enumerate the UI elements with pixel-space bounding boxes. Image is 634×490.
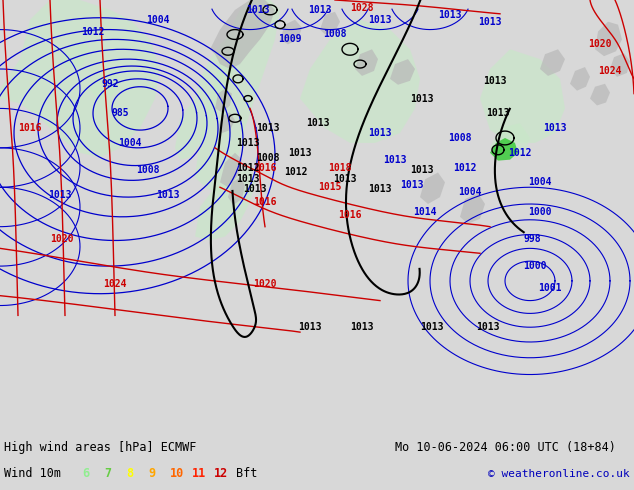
Text: 1028: 1028 (350, 3, 374, 13)
Text: 1016: 1016 (18, 123, 42, 133)
Text: 12: 12 (214, 467, 228, 480)
Text: 1020: 1020 (588, 39, 612, 49)
Text: 1013: 1013 (236, 174, 260, 184)
Text: 992: 992 (101, 79, 119, 89)
Text: 1013: 1013 (543, 123, 567, 133)
Text: 1013: 1013 (478, 17, 501, 26)
Text: 1013: 1013 (48, 190, 72, 200)
Polygon shape (595, 22, 622, 56)
Text: 1024: 1024 (598, 66, 622, 76)
Polygon shape (220, 153, 242, 187)
Text: 1013: 1013 (308, 5, 332, 15)
Text: 1013: 1013 (350, 322, 374, 332)
Polygon shape (228, 177, 245, 205)
Text: 1014: 1014 (413, 207, 437, 217)
Text: 1013: 1013 (383, 155, 407, 165)
Text: Bft: Bft (236, 467, 257, 480)
Text: 1013: 1013 (368, 128, 392, 138)
Text: 1012: 1012 (453, 163, 477, 172)
Text: 8: 8 (126, 467, 133, 480)
Text: 1000: 1000 (528, 207, 552, 217)
Text: 1013: 1013 (410, 165, 434, 174)
Text: 1009: 1009 (278, 34, 302, 45)
Text: 1008: 1008 (256, 153, 280, 163)
Polygon shape (355, 49, 378, 76)
Text: 10: 10 (170, 467, 184, 480)
Text: 1013: 1013 (483, 76, 507, 86)
Polygon shape (320, 12, 340, 34)
Text: 6: 6 (82, 467, 89, 480)
Polygon shape (90, 71, 120, 98)
Polygon shape (490, 138, 518, 161)
Text: 1020: 1020 (253, 279, 277, 289)
Polygon shape (460, 193, 485, 224)
Text: Mo 10-06-2024 06:00 UTC (18+84): Mo 10-06-2024 06:00 UTC (18+84) (395, 441, 616, 454)
Polygon shape (175, 34, 240, 160)
Text: 1013: 1013 (420, 322, 444, 332)
Text: 1013: 1013 (476, 322, 500, 332)
Text: 1004: 1004 (119, 138, 142, 148)
Polygon shape (195, 0, 280, 192)
Text: 1013: 1013 (236, 138, 260, 148)
Text: 1004: 1004 (146, 15, 170, 24)
Polygon shape (215, 89, 232, 112)
Text: 1013: 1013 (246, 5, 269, 15)
Text: 1016: 1016 (339, 210, 362, 220)
Text: 1004: 1004 (528, 177, 552, 187)
Text: 1012: 1012 (81, 26, 105, 37)
Text: 1015: 1015 (318, 182, 342, 192)
Text: 1013: 1013 (486, 108, 510, 119)
Polygon shape (540, 49, 565, 76)
Polygon shape (590, 84, 610, 105)
Text: 1012: 1012 (284, 168, 307, 177)
Polygon shape (60, 39, 90, 69)
Polygon shape (280, 20, 302, 45)
Text: 1008: 1008 (448, 133, 472, 143)
Text: 1004: 1004 (458, 187, 482, 197)
Text: 998: 998 (523, 234, 541, 244)
Text: 1016: 1016 (253, 163, 277, 172)
Polygon shape (218, 112, 235, 133)
Text: 1013: 1013 (256, 123, 280, 133)
Text: 1020: 1020 (50, 234, 74, 244)
Text: 1012: 1012 (236, 163, 260, 172)
Polygon shape (300, 20, 420, 143)
Text: 1008: 1008 (136, 165, 160, 174)
Text: 1008: 1008 (323, 29, 347, 40)
Text: 1016: 1016 (253, 197, 277, 207)
Text: 1000: 1000 (523, 261, 547, 271)
Polygon shape (490, 123, 530, 158)
Polygon shape (210, 0, 275, 69)
Text: 1013: 1013 (368, 15, 392, 24)
Polygon shape (195, 168, 255, 241)
Text: 985: 985 (111, 108, 129, 119)
Text: 1013: 1013 (368, 184, 392, 194)
Text: 1013: 1013 (156, 190, 180, 200)
Polygon shape (390, 59, 415, 85)
Text: 1013: 1013 (438, 10, 462, 20)
Text: 1018: 1018 (328, 163, 352, 172)
Polygon shape (0, 0, 160, 158)
Polygon shape (570, 67, 590, 91)
Text: 7: 7 (104, 467, 111, 480)
Text: Wind 10m: Wind 10m (4, 467, 61, 480)
Text: 11: 11 (192, 467, 206, 480)
Text: 1013: 1013 (243, 184, 267, 194)
Text: High wind areas [hPa] ECMWF: High wind areas [hPa] ECMWF (4, 441, 197, 454)
Text: 9: 9 (148, 467, 155, 480)
Polygon shape (610, 53, 630, 77)
Text: 1013: 1013 (288, 148, 312, 158)
Text: 1013: 1013 (333, 174, 357, 184)
Text: 1013: 1013 (400, 180, 424, 190)
Text: 1013: 1013 (410, 94, 434, 103)
Text: © weatheronline.co.uk: © weatheronline.co.uk (488, 469, 630, 479)
Text: 1013: 1013 (306, 118, 330, 128)
Text: 1012: 1012 (508, 148, 532, 158)
Text: 1001: 1001 (538, 283, 562, 293)
Text: 1013: 1013 (298, 322, 321, 332)
Text: 1024: 1024 (103, 279, 127, 289)
Polygon shape (420, 172, 445, 204)
Polygon shape (480, 49, 565, 143)
